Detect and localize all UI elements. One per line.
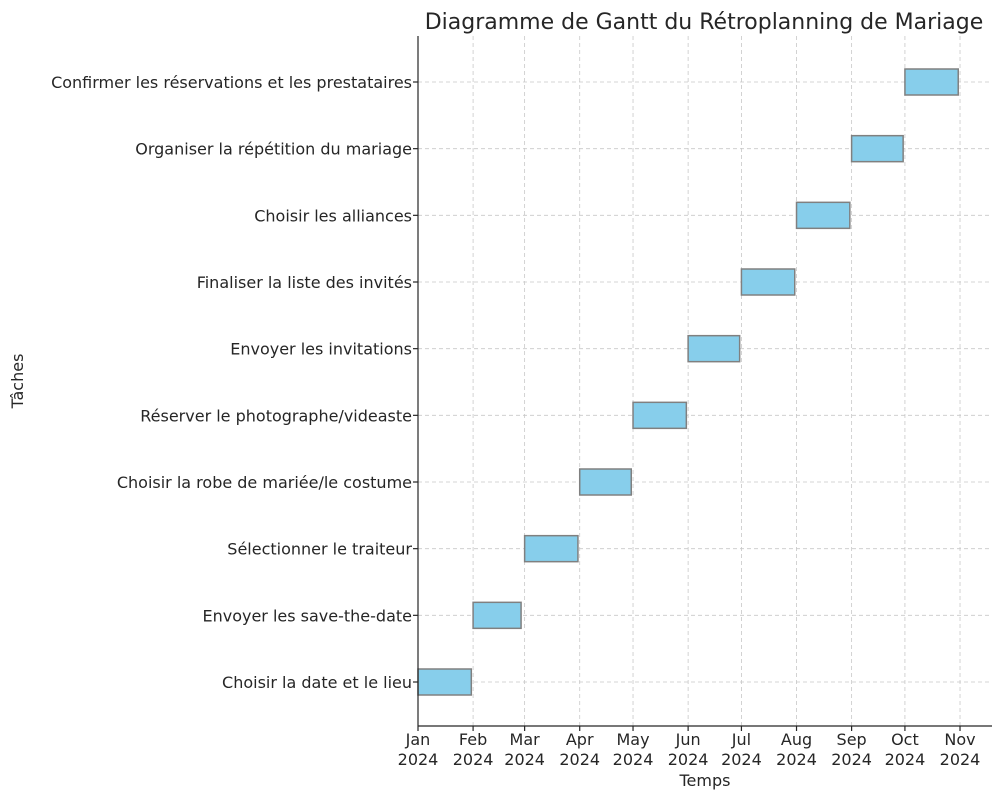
task-bar [417, 668, 473, 696]
x-tick-label-month: Feb [459, 730, 487, 749]
x-tick-label-year: 2024 [559, 750, 600, 769]
x-tick-label-year: 2024 [831, 750, 872, 769]
task-bar [523, 534, 579, 563]
task-bar [904, 68, 959, 96]
y-tick-label: Envoyer les invitations [230, 340, 412, 359]
x-tick-label-year: 2024 [776, 750, 817, 769]
y-tick-labels: Choisir la date et le lieu Envoyer les sa… [51, 73, 418, 692]
y-tick-label: Confirmer les réservations et les presta… [51, 73, 412, 92]
task-bar [578, 468, 633, 496]
x-tick-label-year: 2024 [668, 750, 709, 769]
x-tick-label-year: 2024 [504, 750, 545, 769]
y-tick-label: Envoyer les save-the-date [202, 606, 412, 625]
x-tick-label-year: 2024 [613, 750, 654, 769]
x-tick-label-month: May [616, 730, 649, 749]
y-axis-label: Tâches [8, 354, 27, 410]
x-tick-label-month: Jan [405, 730, 431, 749]
y-tick-label: Réserver le photographe/videaste [140, 406, 412, 425]
grid-layer [417, 36, 992, 726]
axes-layer [417, 36, 992, 727]
y-tick-label: Choisir la robe de mariée/le costume [117, 473, 412, 492]
task-bar [472, 601, 522, 630]
x-tick-label-year: 2024 [885, 750, 926, 769]
task-bar [687, 334, 741, 363]
x-tick-label-month: Sep [837, 730, 867, 749]
chart-title: Diagramme de Gantt du Rétroplanning de M… [425, 10, 984, 35]
task-bar [850, 134, 904, 163]
task-bar [740, 268, 796, 296]
bars-layer [417, 68, 959, 696]
x-tick-labels: Jan2024Feb2024Mar2024Apr2024May2024Jun20… [398, 726, 981, 769]
x-tick-label-year: 2024 [453, 750, 494, 769]
y-tick-label: Organiser la répétition du mariage [135, 140, 412, 159]
y-tick-label: Finaliser la liste des invités [197, 273, 412, 292]
x-tick-label-month: Nov [944, 730, 975, 749]
task-bar [795, 201, 851, 230]
x-tick-label-year: 2024 [940, 750, 981, 769]
x-axis-label: Temps [679, 771, 731, 790]
y-tick-label: Choisir la date et le lieu [222, 673, 412, 692]
task-bar [632, 401, 688, 430]
y-tick-label: Choisir les alliances [254, 206, 412, 225]
x-tick-label-month: Oct [891, 730, 919, 749]
x-tick-label-month: Jul [731, 730, 751, 749]
y-tick-label: Sélectionner le traiteur [227, 540, 412, 559]
x-tick-label-year: 2024 [721, 750, 762, 769]
x-tick-label-month: Jun [675, 730, 701, 749]
x-tick-label-month: Aug [781, 730, 812, 749]
x-tick-label-month: Mar [510, 730, 541, 749]
x-tick-label-month: Apr [566, 730, 594, 749]
x-tick-label-year: 2024 [398, 750, 439, 769]
